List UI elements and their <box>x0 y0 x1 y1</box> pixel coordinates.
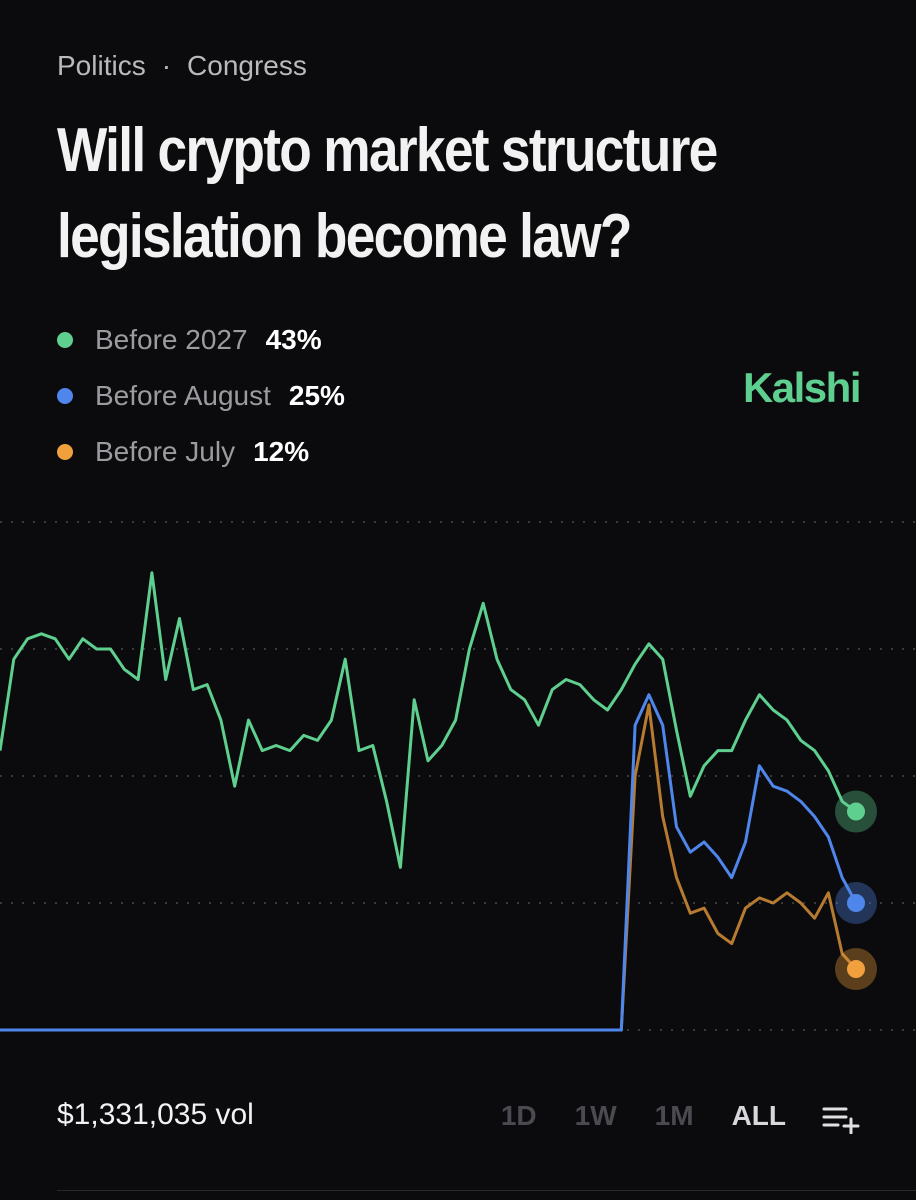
legend-item: Before August 25% <box>57 368 345 424</box>
divider <box>57 1190 916 1191</box>
legend-value: 43% <box>265 324 322 355</box>
separator: · <box>161 50 172 81</box>
market-title: Will crypto market structure legislation… <box>57 116 718 271</box>
series-line <box>0 571 857 869</box>
category[interactable]: Politics <box>57 50 146 81</box>
endpoint-dot <box>847 894 865 912</box>
endpoint-dot <box>847 960 865 979</box>
breadcrumb: Politics · Congress <box>57 50 307 82</box>
legend-swatch <box>57 332 73 348</box>
range-tab[interactable]: 1D <box>500 1100 537 1131</box>
range-tab[interactable]: 1M <box>654 1100 694 1131</box>
series-line <box>0 703 858 1032</box>
legend: Before 2027 43% Before August 25% Before Jul… <box>57 312 345 480</box>
range-tab[interactable]: ALL <box>731 1100 786 1131</box>
legend-name: Before August <box>95 380 271 411</box>
legend-item: Before July 12% <box>57 424 345 480</box>
list-icon[interactable] <box>822 1104 862 1134</box>
legend-name: Before July <box>95 436 236 467</box>
legend-value: 12% <box>253 436 310 467</box>
brand-logo: Kalshi <box>742 364 862 411</box>
range-tab[interactable]: 1W <box>574 1100 617 1131</box>
series-line <box>0 693 858 1032</box>
legend-swatch <box>57 444 73 460</box>
volume: $1,331,035 vol <box>57 1098 254 1131</box>
legend-item: Before 2027 43% <box>57 312 345 368</box>
legend-name: Before 2027 <box>95 324 248 355</box>
endpoint-dot <box>847 802 865 821</box>
range-tabs: 1D 1W 1M ALL <box>501 1100 786 1132</box>
legend-swatch <box>57 388 73 404</box>
subcategory[interactable]: Congress <box>187 50 307 81</box>
legend-value: 25% <box>288 380 345 411</box>
